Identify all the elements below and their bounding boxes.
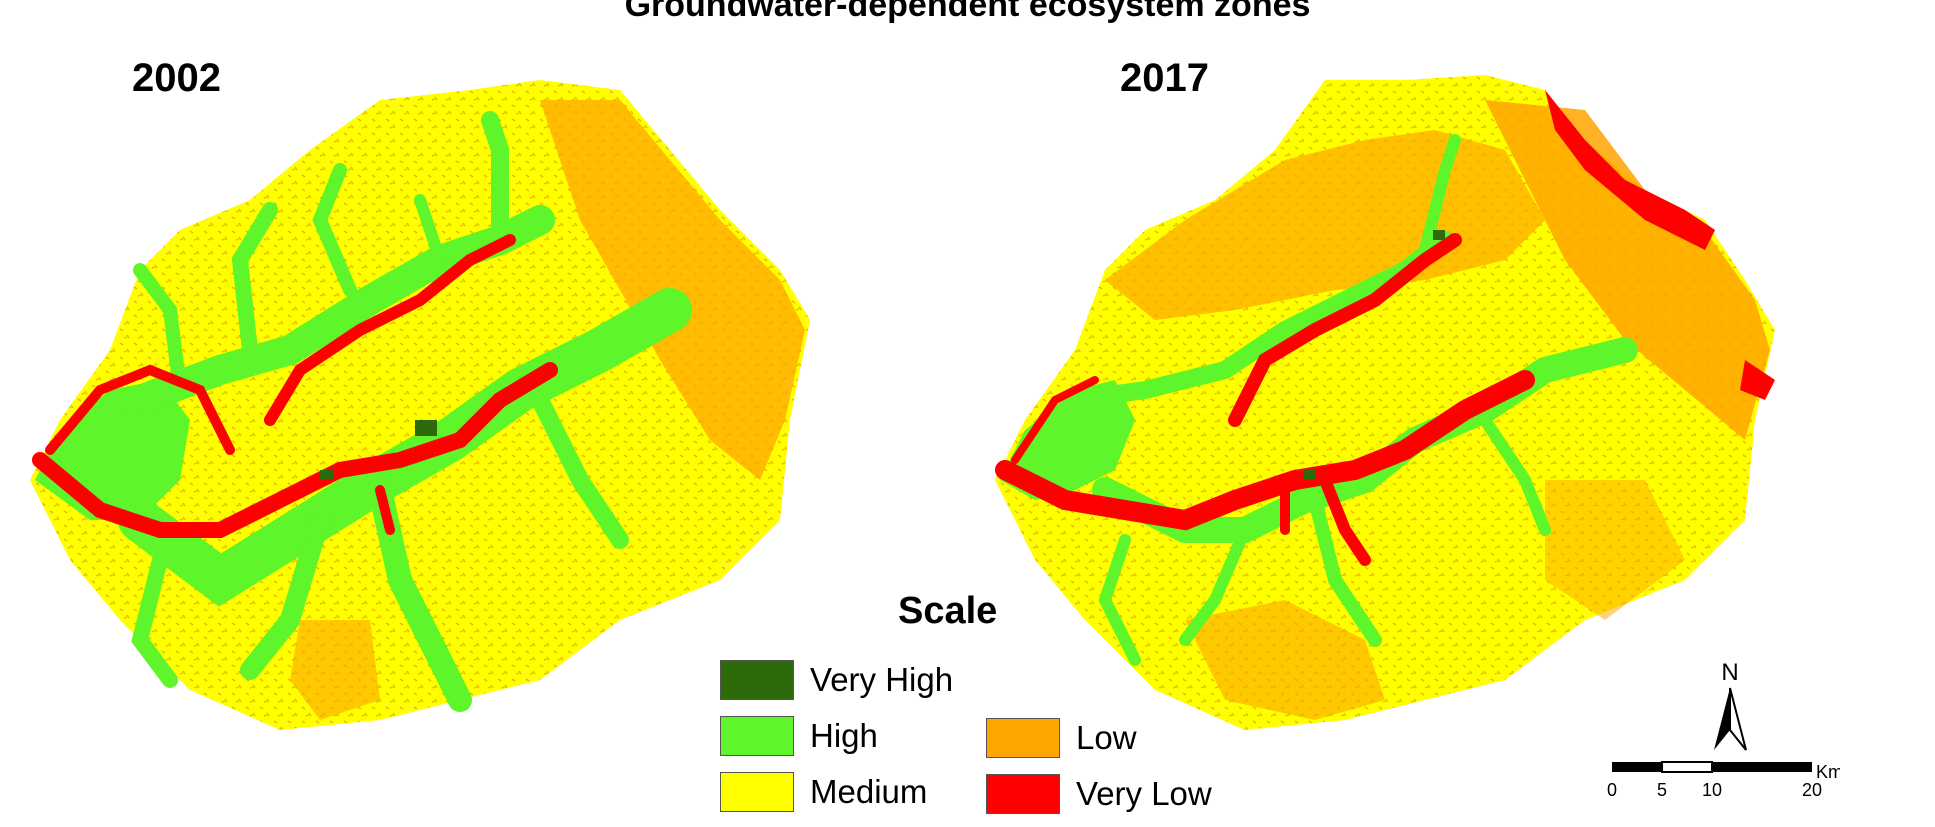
legend-swatch <box>720 716 794 756</box>
legend-item-very-high: Very High <box>720 660 953 700</box>
very-low-channel <box>32 234 558 538</box>
year-label-2017: 2017 <box>1120 56 1209 100</box>
map-2002 <box>30 80 810 730</box>
north-arrow-icon: N <box>1714 659 1747 751</box>
low-zone-south <box>1185 600 1385 720</box>
legend-item-high: High <box>720 716 878 756</box>
scale-bar: 0 5 10 20 Km <box>1607 761 1840 800</box>
scale-tick: 5 <box>1657 780 1667 800</box>
very-low-east-edge <box>1740 360 1775 400</box>
low-zone-north <box>1105 130 1545 320</box>
scale-tick: 0 <box>1607 780 1617 800</box>
very-high-patches <box>1303 230 1445 480</box>
legend-label: Very High <box>810 661 954 698</box>
very-high-patches <box>320 420 437 480</box>
scale-unit: Km <box>1816 762 1840 782</box>
legend-swatch <box>986 774 1060 814</box>
year-label-2002: 2002 <box>132 56 221 100</box>
north-label: N <box>1721 659 1738 686</box>
low-zone-south <box>290 620 380 720</box>
low-zone-east <box>1485 100 1770 440</box>
legend-label: Very Low <box>1076 775 1212 812</box>
high-zone-west <box>1000 380 1135 500</box>
legend-label: High <box>810 717 878 754</box>
legend-title: Scale <box>898 590 998 632</box>
map-2017 <box>995 75 1775 730</box>
scale-tick: 10 <box>1702 780 1722 800</box>
figure-title: Groundwater-dependent ecosystem zones <box>624 0 1311 24</box>
legend-item-medium: Medium <box>720 772 927 812</box>
legend-swatch <box>720 660 794 700</box>
scale-tick: 20 <box>1802 780 1822 800</box>
legend-swatch <box>720 772 794 812</box>
legend-item-low: Low <box>986 718 1137 758</box>
very-low-channel <box>995 233 1535 566</box>
legend-swatch <box>986 718 1060 758</box>
legend-label: Low <box>1076 719 1137 756</box>
legend-label: Medium <box>810 773 928 810</box>
low-zone-southeast <box>1545 480 1685 620</box>
very-low-northeast <box>1545 90 1715 250</box>
legend-item-very-low: Very Low <box>986 774 1212 814</box>
